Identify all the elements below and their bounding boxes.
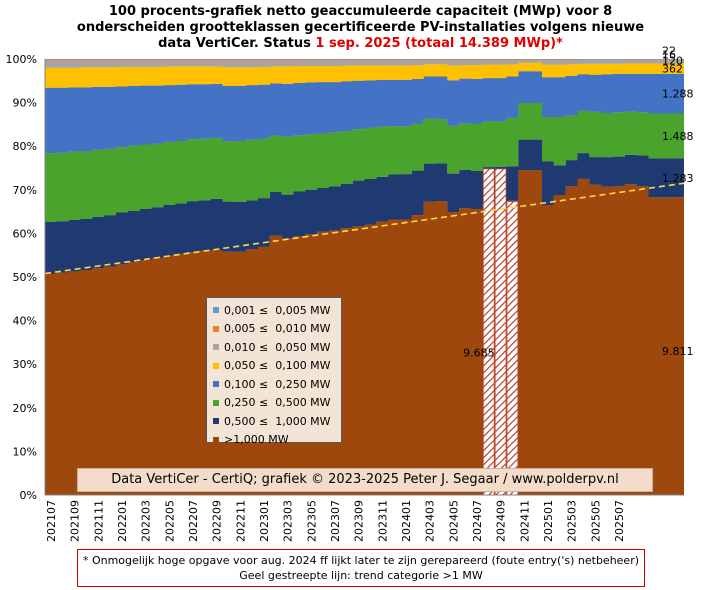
legend-label: 0,005 ≤ 0,010 MW: [224, 322, 331, 336]
legend-item: 0,001 ≤ 0,005 MW: [213, 301, 337, 320]
annotation-label: 9.811: [662, 345, 694, 358]
x-tick-label: 202109: [69, 500, 82, 542]
x-tick-label: 202301: [258, 500, 271, 542]
legend-swatch: [213, 399, 219, 406]
x-tick-label: 202401: [400, 500, 413, 542]
legend-item: 0,005 ≤ 0,010 MW: [213, 320, 337, 339]
annotation-label: 362: [662, 63, 683, 76]
y-tick-label: 0%: [20, 489, 37, 502]
legend-item: >1,000 MW: [213, 431, 337, 450]
trend-line-gt1: [44, 182, 685, 275]
legend-label: >1,000 MW: [224, 433, 289, 447]
legend-swatch: [213, 418, 219, 425]
title-line-3-text: data VertiCer. Status: [158, 36, 316, 51]
legend-item: 0,250 ≤ 0,500 MW: [213, 394, 337, 413]
footnote-line-2: Geel gestreepte lijn: trend categorie >1…: [239, 569, 483, 582]
x-tick-label: 202309: [353, 500, 366, 542]
annotation-label: 1.488: [662, 130, 694, 143]
legend-item: 0,050 ≤ 0,100 MW: [213, 357, 337, 376]
legend-label: 0,001 ≤ 0,005 MW: [224, 303, 331, 317]
area-series-c010: [45, 59, 684, 68]
x-tick-label: 202411: [518, 500, 531, 542]
x-tick-label: 202505: [589, 500, 602, 542]
legend-label: 0,100 ≤ 0,250 MW: [224, 377, 331, 391]
annotation-label: 22: [662, 45, 676, 58]
annotation-label: 16: [662, 49, 676, 62]
y-tick-label: 50%: [13, 271, 37, 284]
x-tick-label: 202201: [116, 500, 129, 542]
x-tick-label: 202409: [495, 500, 508, 542]
area-series-c250: [45, 103, 684, 223]
x-tick-label: 202211: [234, 500, 247, 542]
legend-swatch: [213, 344, 219, 351]
y-tick-label: 80%: [13, 140, 37, 153]
x-tick-label: 202111: [92, 500, 105, 542]
legend-swatch: [213, 381, 219, 388]
y-tick-label: 100%: [6, 53, 37, 66]
x-tick-label: 202405: [447, 500, 460, 542]
y-tick-label: 20%: [13, 402, 37, 415]
title-line-1: 100 procents-grafiek netto geaccumuleerd…: [108, 4, 613, 19]
hatched-bar-202408: [482, 168, 495, 496]
area-series-c005: [45, 59, 684, 61]
legend-item: 0,500 ≤ 1,000 MW: [213, 412, 337, 431]
x-tick-label: 202207: [187, 500, 200, 542]
x-tick-label: 202501: [542, 500, 555, 542]
trend-line: [44, 182, 685, 275]
hatched-error-bars: [482, 168, 519, 496]
y-tick-label: 70%: [13, 184, 37, 197]
legend-label: 0,500 ≤ 1,000 MW: [224, 414, 331, 428]
legend-item: 0,010 ≤ 0,050 MW: [213, 338, 337, 357]
title-status-red: 1 sep. 2025 (totaal 14.389 MWp)*: [315, 36, 563, 51]
y-tick-label: 90%: [13, 97, 37, 110]
credit-banner: Data VertiCer - CertiQ; grafiek © 2023-2…: [77, 468, 653, 492]
legend-swatch: [213, 436, 219, 443]
x-tick-label: 202205: [163, 500, 176, 542]
y-tick-label: 10%: [13, 445, 37, 458]
area-series-c100: [45, 71, 684, 154]
legend-swatch: [213, 362, 219, 369]
y-tick-label: 30%: [13, 358, 37, 371]
chart-title: 100 procents-grafiek netto geaccumuleerd…: [0, 4, 721, 52]
annotation-label-mid: 9.685: [463, 346, 495, 359]
annotation-label: 120: [662, 55, 683, 68]
x-tick-label: 202407: [471, 500, 484, 542]
x-tick-label: 202303: [282, 500, 295, 542]
x-tick-label: 202107: [45, 500, 58, 542]
area-series-c050: [45, 62, 684, 88]
area-series-c500: [45, 139, 684, 274]
y-axis: 0% 10% 20% 30% 40% 50% 60% 70% 80% 90% 100%: [6, 53, 46, 502]
annotation-label: 1.288: [662, 87, 694, 100]
series-areas: [45, 59, 684, 495]
annotation-label: 1.283: [662, 172, 694, 185]
legend-label: 0,010 ≤ 0,050 MW: [224, 340, 331, 354]
legend-item: 0,100 ≤ 0,250 MW: [213, 375, 337, 394]
title-line-2: onderscheiden grootteklassen gecertifice…: [76, 20, 645, 35]
hatched-bar-202409: [494, 168, 507, 496]
legend-swatch: [213, 307, 219, 314]
legend-label: 0,050 ≤ 0,100 MW: [224, 359, 331, 373]
x-tick-label: 202209: [211, 500, 224, 542]
x-tick-label: 202503: [566, 500, 579, 542]
x-tick-label: 202311: [376, 500, 389, 542]
legend-swatch: [213, 325, 219, 332]
footnote-line-1: * Onmogelijk hoge opgave voor aug. 2024 …: [82, 554, 640, 567]
y-tick-label: 40%: [13, 315, 37, 328]
x-tick-label: 202203: [140, 500, 153, 542]
legend-label: 0,250 ≤ 0,500 MW: [224, 396, 331, 410]
hatched-bar-202410: [506, 201, 519, 496]
x-axis: 202107 202109 202111 202201 202203 202205 2022…: [45, 494, 684, 542]
y-tick-label: 60%: [13, 227, 37, 240]
footnote-box: * Onmogelijk hoge opgave voor aug. 2024 …: [77, 549, 645, 587]
x-tick-label: 202307: [329, 500, 342, 542]
x-tick-label: 202403: [424, 500, 437, 542]
legend: 0,001 ≤ 0,005 MW 0,005 ≤ 0,010 MW 0,010 ≤ …: [206, 297, 342, 446]
x-tick-label: 202305: [305, 500, 318, 542]
x-tick-label: 202507: [613, 500, 626, 542]
title-line-3: data VertiCer. Status 1 sep. 2025 (totaa…: [0, 36, 721, 52]
